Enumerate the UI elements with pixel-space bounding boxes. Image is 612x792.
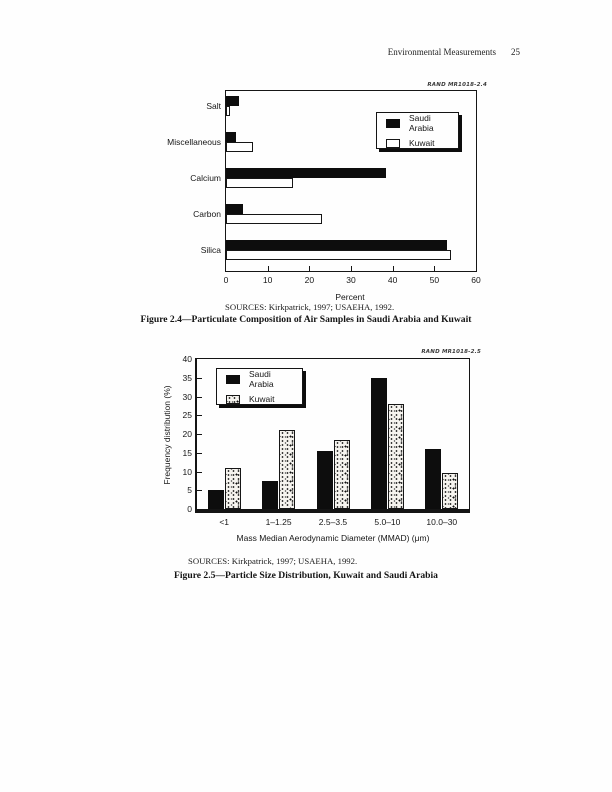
- legend-item-saudi-arabia: Saudi Arabia: [386, 113, 449, 133]
- y-tick: [197, 415, 202, 417]
- chart-2-5-plot-area: Saudi Arabia Kuwait <1 1–1.25 2.5–3.5 5.0–1…: [183, 354, 470, 527]
- y-tick-label: 25: [182, 410, 192, 421]
- category-label: 10.0–30: [426, 517, 458, 527]
- y-tick: [197, 377, 202, 379]
- bar-saudi-arabia: [207, 490, 224, 509]
- rand-doc-label-2-4: RAND MR1018-2.4: [427, 82, 487, 88]
- legend-item-saudi-arabia: Saudi Arabia: [226, 369, 293, 389]
- y-tick-label: 15: [182, 447, 192, 458]
- chart-2-5-yaxis-title: Frequency distribution (%): [162, 385, 172, 485]
- x-tick-label: 50: [429, 275, 440, 285]
- x-tick: [351, 266, 352, 271]
- bar-kuwait: [226, 142, 254, 152]
- page-number: 25: [511, 47, 520, 57]
- chart-2-4-plot-area: Saudi Arabia Kuwait Salt Miscellaneous Cal…: [167, 90, 481, 285]
- x-tick-label: 0: [223, 275, 229, 285]
- y-tick-label: 0: [187, 504, 192, 514]
- legend-swatch-stipple-icon: [226, 394, 240, 404]
- bar-saudi-arabia: [226, 168, 387, 178]
- rand-doc-label-2-5: RAND MR1018-2.5: [421, 349, 481, 355]
- legend-swatch-solid-icon: [226, 374, 240, 384]
- x-tick-label: 60: [471, 275, 481, 285]
- y-tick: [197, 471, 202, 473]
- x-tick-label: 10: [262, 275, 273, 285]
- category-label: Miscellaneous: [167, 137, 221, 147]
- legend-item-kuwait: Kuwait: [226, 394, 293, 404]
- y-tick-label: 30: [182, 391, 192, 402]
- legend-swatch-open-icon: [386, 138, 400, 148]
- legend-label-kuwait: Kuwait: [409, 138, 435, 148]
- legend-item-kuwait: Kuwait: [386, 138, 449, 148]
- bar-saudi-arabia: [226, 204, 243, 214]
- category-label: 5.0–10: [374, 517, 401, 527]
- y-tick: [197, 434, 202, 435]
- legend-label-saudi-arabia: Saudi Arabia: [409, 113, 434, 133]
- x-tick-label: 20: [304, 275, 315, 285]
- category-label: 2.5–3.5: [318, 517, 348, 527]
- x-tick: [267, 266, 269, 271]
- chart-2-5-sources: SOURCES: Kirkpatrick, 1997; USAEHA, 1992…: [188, 556, 358, 566]
- category-label: Carbon: [193, 209, 221, 219]
- bar-kuwait: [226, 106, 231, 116]
- y-tick: [197, 396, 202, 398]
- bar-kuwait: [442, 473, 459, 509]
- bar-kuwait: [279, 430, 296, 509]
- bar-kuwait: [226, 214, 322, 224]
- figure-2-5-caption: Figure 2.5—Particle Size Distribution, K…: [174, 570, 438, 581]
- chart-2-4-xaxis-title: Percent: [335, 292, 365, 302]
- category-label: 1–1.25: [265, 517, 292, 527]
- category-label: <1: [219, 517, 230, 527]
- category-label: Salt: [206, 101, 221, 111]
- x-tick: [392, 266, 394, 271]
- category-label: Silica: [200, 245, 221, 255]
- bar-kuwait: [333, 439, 350, 509]
- x-tick-label: 40: [387, 275, 398, 285]
- legend-swatch-solid-icon: [386, 118, 400, 128]
- y-tick-label: 20: [182, 429, 192, 439]
- category-label: Calcium: [190, 173, 221, 183]
- bar-saudi-arabia: [226, 240, 447, 250]
- chart-2-5-xaxis-title: Mass Median Aerodynamic Diameter (MMAD) …: [236, 533, 430, 543]
- bar-saudi-arabia: [370, 377, 387, 509]
- y-tick: [197, 490, 202, 492]
- x-tick-label: 30: [346, 275, 356, 285]
- chart-2-4-sources: SOURCES: Kirkpatrick, 1997; USAEHA, 1992…: [225, 302, 395, 312]
- bar-kuwait: [387, 404, 404, 509]
- legend-label-saudi-arabia: Saudi Arabia: [249, 369, 274, 389]
- bar-saudi-arabia: [226, 132, 237, 142]
- y-tick-label: 5: [187, 485, 192, 496]
- bar-saudi-arabia: [262, 480, 279, 509]
- x-tick: [309, 266, 311, 271]
- page-header: Environmental Measurements 25: [388, 47, 520, 57]
- bar-saudi-arabia: [316, 450, 333, 509]
- bar-saudi-arabia: [425, 449, 442, 509]
- figure-2-4-caption: Figure 2.4—Particulate Composition of Ai…: [140, 314, 472, 325]
- y-tick-label: 10: [182, 466, 192, 477]
- bar-kuwait: [226, 178, 293, 188]
- x-tick: [434, 266, 436, 271]
- y-tick-label: 40: [182, 354, 192, 364]
- chart-2-5-legend: Saudi Arabia Kuwait: [216, 368, 303, 405]
- bar-saudi-arabia: [226, 96, 239, 106]
- legend-label-kuwait: Kuwait: [249, 394, 275, 404]
- y-tick: [197, 452, 202, 454]
- bar-kuwait: [224, 467, 241, 509]
- bar-kuwait: [226, 250, 451, 260]
- y-tick-label: 35: [182, 372, 192, 383]
- chart-2-4-legend: Saudi Arabia Kuwait: [376, 112, 459, 149]
- running-head: Environmental Measurements: [387, 47, 496, 57]
